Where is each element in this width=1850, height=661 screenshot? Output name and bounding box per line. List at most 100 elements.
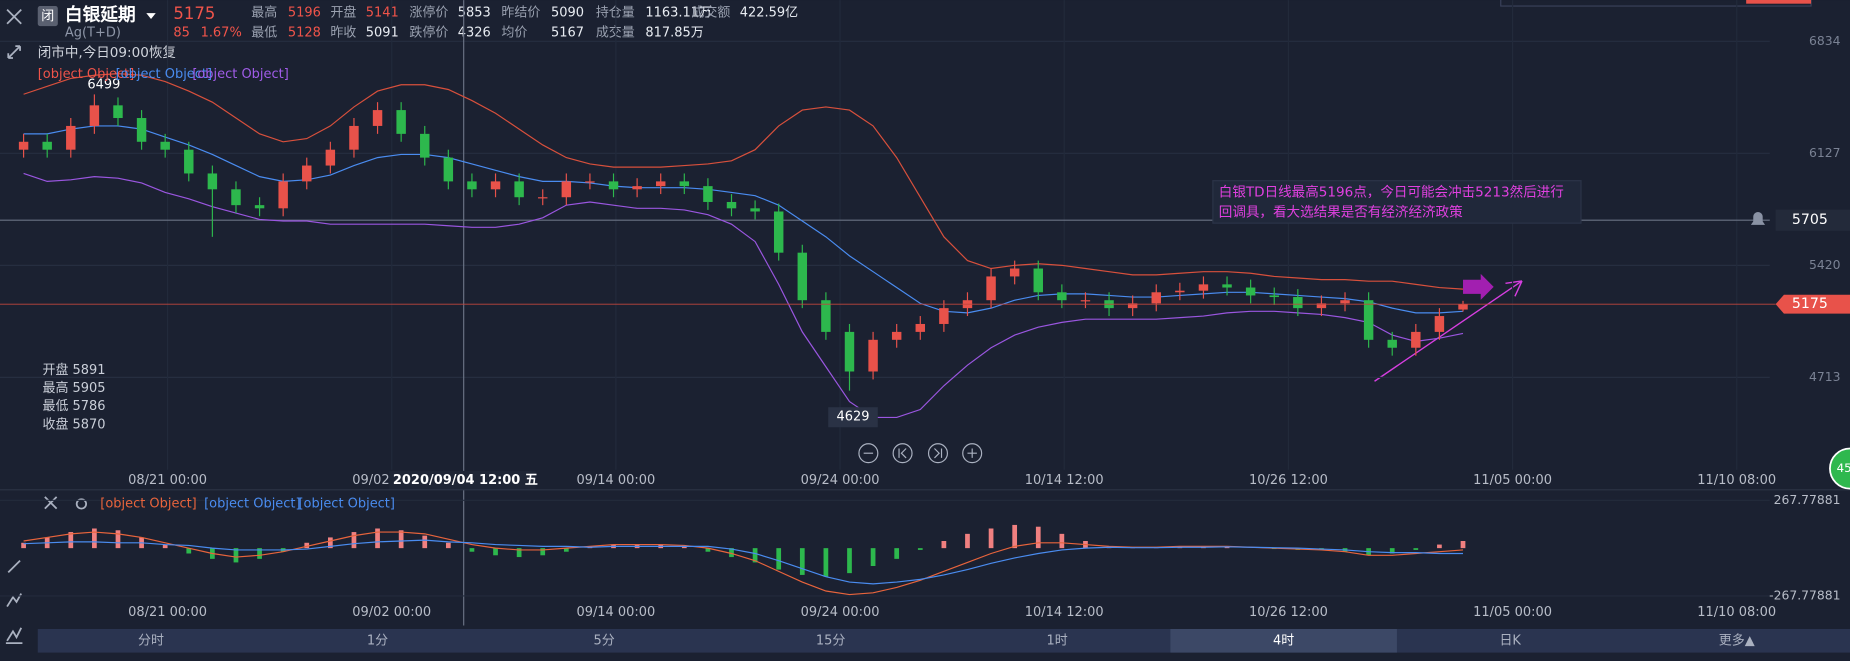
low-label: 4629 [837, 410, 870, 425]
macd-bar [115, 530, 121, 549]
candle-body [703, 186, 713, 202]
macd-tick-label: -267.77881 [1769, 588, 1840, 602]
price: 5175 [173, 4, 215, 23]
candle-body [42, 141, 52, 150]
boll-legend: [object Object] [38, 67, 134, 82]
candle-body [325, 149, 336, 166]
zoom-out[interactable] [858, 443, 879, 464]
expand-icon[interactable] [7, 45, 21, 59]
status-badge: 闭 [41, 9, 54, 24]
candle-body [1151, 292, 1161, 304]
zoom-in[interactable] [962, 443, 983, 464]
candle-body [1458, 304, 1468, 310]
dropdown-arrow[interactable] [146, 13, 156, 20]
tab[interactable]: 分时 [138, 633, 164, 648]
macd-bar [304, 542, 310, 549]
y-tick-label: 4713 [1809, 370, 1841, 384]
time-label: 11/10 08:00 [1697, 605, 1776, 620]
candle-body [514, 181, 524, 198]
field-value: 5167 [551, 26, 584, 41]
macd-bar [257, 548, 262, 559]
candle-body [1363, 300, 1374, 340]
time-label: 09/14 00:00 [576, 605, 655, 620]
trend-arrow [1374, 280, 1523, 382]
candle-body [1293, 297, 1303, 309]
field-label: 开盘 [330, 5, 356, 21]
macd-bar [375, 528, 380, 549]
field-value: 1163.11万 [645, 6, 712, 21]
macd-bar [729, 548, 734, 558]
macd-tick-label: 267.77881 [1774, 493, 1841, 507]
change-pct: 1.67% [201, 26, 242, 41]
field-label: 均价 [501, 26, 527, 41]
low-label-bg [828, 407, 878, 428]
candle-body [372, 110, 383, 126]
candle-body [302, 165, 312, 182]
instrument-name[interactable]: 白银延期 [65, 3, 136, 25]
candle-body [490, 181, 501, 190]
alert-bell[interactable] [1750, 211, 1766, 225]
candle-body [868, 339, 878, 372]
close-icon[interactable] [6, 8, 22, 25]
y-tick-label: 5420 [1809, 258, 1841, 272]
line-icon[interactable] [5, 627, 23, 645]
macd-DEA [23, 539, 1464, 585]
candle-body [278, 181, 288, 209]
candle-body [1340, 300, 1350, 304]
macd-bar [1413, 548, 1419, 550]
draw-icon[interactable] [7, 559, 21, 573]
time-label: 10/14 12:00 [1025, 605, 1104, 620]
candle-body [1411, 331, 1421, 348]
macd-bar [398, 530, 404, 549]
ohlc-line: 开盘 5891 [42, 362, 105, 378]
macd-bar [752, 548, 758, 563]
field-label: 最高 [251, 5, 277, 21]
last-price-value: 5175 [1792, 296, 1828, 312]
tab[interactable]: 4时 [1273, 633, 1294, 648]
indicator-icon[interactable] [6, 593, 23, 608]
time-label: 09/24 00:00 [801, 605, 880, 620]
candle-body [608, 181, 619, 190]
macd-legend: [object Object] [100, 496, 196, 511]
tab[interactable]: 1时 [1047, 633, 1068, 648]
tab[interactable]: 日K [1499, 633, 1521, 648]
macd-bar [516, 548, 522, 558]
tab[interactable]: 1分 [367, 633, 388, 648]
candle-body [585, 181, 595, 183]
tab[interactable]: 15分 [816, 633, 846, 648]
macd-bar [894, 548, 900, 559]
step-back[interactable] [892, 443, 913, 464]
macd-close-icon[interactable] [44, 496, 58, 510]
step-forward[interactable] [927, 443, 949, 464]
y-tick-label: 6127 [1809, 146, 1841, 160]
candle-body [986, 276, 996, 301]
macd-bar [469, 548, 475, 552]
field-value: 5141 [366, 6, 399, 21]
macd-bar [941, 540, 947, 549]
candle-body [443, 157, 454, 182]
candle-body [1033, 268, 1043, 293]
candle-body [750, 208, 760, 212]
toolbar [5, 8, 88, 645]
tab[interactable]: 更多▲ [1719, 632, 1755, 648]
candle-body [396, 110, 406, 134]
macd-bar [422, 535, 428, 549]
macd-bar [1059, 533, 1065, 549]
ohlc-line: 最高 5905 [42, 380, 105, 396]
macd-bar [1035, 526, 1041, 549]
candle-body [1175, 290, 1185, 293]
field-value: 5853 [458, 6, 491, 21]
candle-body [1222, 284, 1232, 288]
candle-body [1316, 303, 1327, 309]
field-value: 4326 [458, 26, 491, 41]
macd-settings-icon[interactable] [75, 498, 88, 510]
candle-body [18, 141, 29, 150]
candle-body [113, 105, 123, 119]
change: 85 [173, 26, 190, 41]
ohlc-line: 最低 5786 [42, 399, 105, 414]
tab[interactable]: 5分 [593, 633, 614, 648]
macd-bar [21, 542, 26, 549]
candle-body [821, 300, 831, 332]
time-label: 08/21 00:00 [128, 605, 207, 620]
candle-body [1434, 316, 1445, 332]
